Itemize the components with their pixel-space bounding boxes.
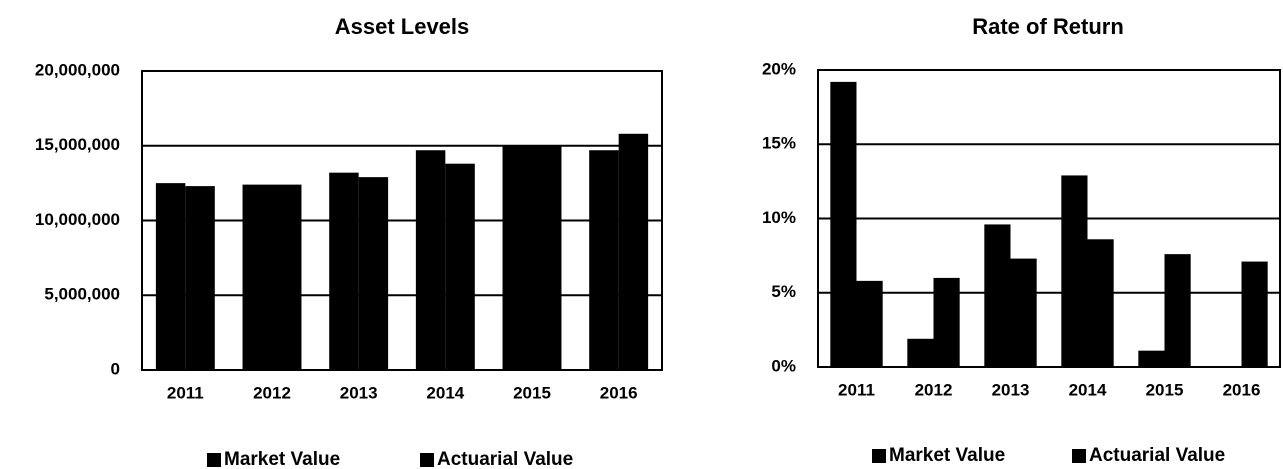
legend-swatch [1072,449,1086,463]
bar [618,133,649,370]
legend-label: Actuarial Value [437,449,573,469]
bar [1164,254,1191,367]
bar [1061,175,1088,367]
x-tick-label: 2014 [1069,380,1107,399]
bar [1010,258,1037,367]
bar [155,183,186,370]
y-tick-label: 20% [762,59,796,78]
y-tick-label: 5% [771,282,796,301]
bar [445,163,475,370]
legend-label: Actuarial Value [1089,445,1225,466]
plot-border [817,69,1281,368]
bar [358,177,389,370]
x-tick-label: 2016 [1223,380,1261,399]
legend-label: Market Value [224,449,340,469]
x-tick-label: 2013 [992,380,1030,399]
x-tick-label: 2016 [600,383,638,402]
x-tick-label: 2011 [167,383,204,402]
y-tick-label: 5,000,000 [44,285,120,304]
bar [1241,261,1268,367]
x-tick-label: 2012 [915,380,953,399]
y-tick-label: 0 [111,359,120,378]
y-tick-label: 10,000,000 [35,210,120,229]
x-tick-label: 2015 [1146,380,1184,399]
y-tick-label: 15% [762,134,796,153]
x-tick-label: 2015 [513,383,551,402]
y-tick-label: 10% [762,208,796,227]
bar [984,224,1011,367]
legend-swatch [420,453,434,467]
chart-title: Rate of Return [972,14,1124,39]
legend-swatch [207,453,221,467]
y-tick-label: 20,000,000 [35,60,120,79]
bar [272,184,302,370]
bar [856,280,883,367]
legend-swatch [872,449,886,463]
bar [185,186,215,370]
legend-label: Market Value [889,445,1005,466]
x-tick-label: 2013 [340,383,378,402]
plot-border [141,70,663,371]
bar [589,150,619,370]
bar [242,184,272,370]
bar [532,145,562,370]
y-tick-label: 15,000,000 [35,135,120,154]
bar [907,338,934,367]
bar [1087,239,1114,367]
x-tick-label: 2011 [838,380,875,399]
bar [1138,350,1165,367]
y-tick-label: 0% [771,356,796,375]
bar [502,145,532,370]
bar [415,150,446,370]
bar [830,81,857,367]
bar [933,277,960,367]
x-tick-label: 2014 [426,383,464,402]
x-tick-label: 2012 [253,383,291,402]
chart-title: Asset Levels [335,14,470,39]
bar [329,172,359,370]
